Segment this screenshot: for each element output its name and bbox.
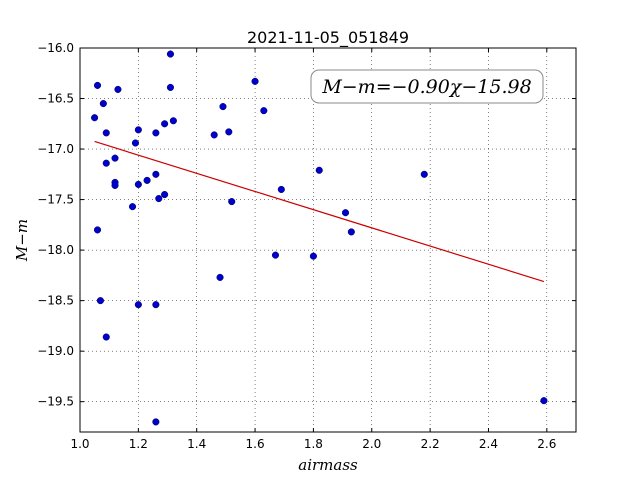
data-point	[102, 159, 110, 167]
data-point	[161, 120, 169, 128]
data-point	[540, 397, 548, 405]
data-point	[210, 131, 218, 139]
y-tick-label: −16.5	[37, 92, 74, 106]
data-point	[152, 301, 160, 309]
x-tick-label: 1.4	[187, 437, 206, 451]
data-point	[134, 180, 142, 188]
data-point	[111, 154, 119, 162]
data-point	[166, 50, 174, 58]
data-point	[102, 333, 110, 341]
data-point	[309, 252, 317, 260]
data-point	[166, 83, 174, 91]
y-tick-label: −19.0	[37, 344, 74, 358]
data-point	[228, 198, 236, 206]
x-tick-label: 1.2	[129, 437, 148, 451]
y-axis-label: M−m	[13, 219, 31, 262]
data-point	[260, 107, 268, 115]
data-point	[99, 100, 107, 108]
chart-title: 2021-11-05_051849	[247, 28, 409, 48]
data-point	[315, 166, 323, 174]
data-point	[225, 128, 233, 136]
data-point	[131, 139, 139, 147]
data-point	[134, 126, 142, 134]
data-point	[251, 77, 259, 85]
annotation-box	[310, 69, 544, 104]
data-point	[152, 418, 160, 426]
data-point	[93, 226, 102, 234]
fit-line	[94, 140, 545, 283]
x-tick-label: 1.6	[246, 437, 265, 451]
data-point	[341, 209, 350, 217]
data-point	[155, 195, 163, 203]
data-point	[347, 228, 355, 236]
data-point	[161, 190, 169, 199]
data-point	[219, 103, 227, 111]
data-point	[128, 203, 137, 211]
data-point	[134, 301, 142, 309]
y-tick-label: −18.0	[37, 243, 74, 257]
x-tick-label: 2.2	[421, 437, 440, 451]
data-point	[111, 181, 119, 189]
data-point	[143, 176, 151, 184]
data-point	[277, 185, 285, 194]
data-point	[152, 129, 160, 137]
plot-frame	[79, 47, 577, 433]
x-axis-ticks: 1.0 1.2 1.4 1.6 1.8 2.0 2.2 2.4 2.6	[70, 48, 556, 451]
x-tick-label: 2.4	[479, 437, 498, 451]
data-point	[102, 129, 110, 137]
grid-lines	[79, 47, 576, 432]
data-point	[91, 114, 99, 122]
data-point	[169, 117, 177, 125]
data-points	[91, 50, 548, 426]
y-tick-label: −17.0	[37, 142, 74, 156]
data-point	[420, 170, 428, 178]
data-point	[114, 85, 122, 93]
x-tick-label: 2.6	[537, 437, 556, 451]
x-tick-label: 1.0	[70, 437, 89, 451]
fit-line-segment	[94, 140, 545, 283]
y-tick-label: −18.5	[37, 294, 74, 308]
x-tick-label: 2.0	[362, 437, 381, 451]
y-tick-label: −19.5	[37, 395, 74, 409]
data-point	[93, 81, 102, 89]
data-point	[152, 170, 160, 178]
fit-equation-annotation: M−m=−0.90χ−15.98	[321, 76, 531, 98]
x-axis-label: airmass	[298, 456, 358, 474]
y-tick-label: −16.0	[37, 41, 74, 55]
y-tick-label: −17.5	[37, 193, 74, 207]
data-point	[271, 251, 280, 259]
y-axis-ticks: −16.0 −16.5 −17.0 −17.5 −18.0 −18.5 −19.0 −19.5	[37, 41, 576, 409]
data-point	[216, 273, 224, 281]
data-point	[96, 297, 104, 305]
x-tick-label: 1.8	[304, 437, 323, 451]
